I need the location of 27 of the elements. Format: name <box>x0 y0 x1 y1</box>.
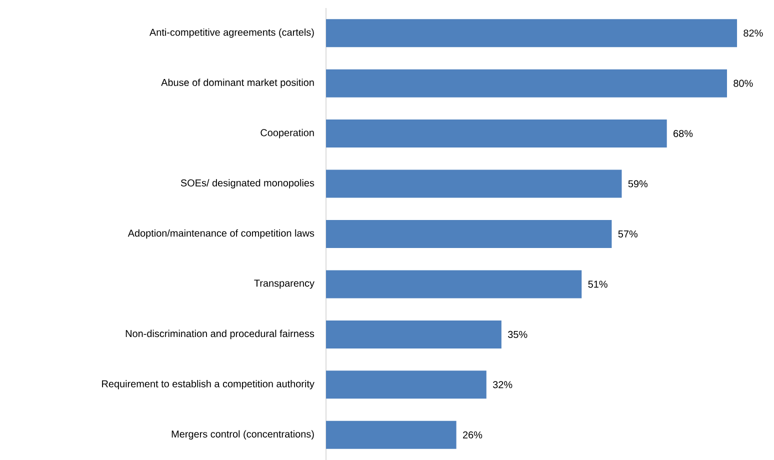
y-tick-label: Anti-competitive agreements (cartels) <box>150 28 314 38</box>
data-label: 59% <box>628 180 648 188</box>
data-label: 82% <box>744 30 763 37</box>
y-tick-label: Abuse of dominant market position <box>161 78 314 88</box>
y-tick-label: Cooperation <box>260 128 314 138</box>
data-label: 32% <box>492 381 512 388</box>
bar <box>326 320 502 348</box>
y-tick-label: SOEs/ designated monopolies <box>180 179 314 188</box>
bar <box>326 19 738 48</box>
bar <box>326 370 486 399</box>
bar <box>326 69 727 98</box>
data-label: 68% <box>674 130 693 138</box>
bar <box>326 420 456 449</box>
y-tick-label: Transparency <box>254 280 314 289</box>
bar <box>326 120 667 148</box>
bar <box>326 170 622 198</box>
bar <box>326 220 612 248</box>
y-tick-label: Mergers control (concentrations) <box>172 430 314 440</box>
y-tick-label: Adoption/maintenance of competition laws <box>128 229 314 239</box>
bar <box>326 270 582 298</box>
y-tick-label: Requirement to establish a competition authority <box>102 380 314 390</box>
data-label: 80% <box>734 80 753 87</box>
data-label: 51% <box>588 280 608 288</box>
data-label: 35% <box>508 330 528 338</box>
data-label: 57% <box>618 230 638 238</box>
y-tick-label: Non-discrimination and procedural fairness <box>126 330 314 340</box>
data-label: 26% <box>463 431 482 438</box>
